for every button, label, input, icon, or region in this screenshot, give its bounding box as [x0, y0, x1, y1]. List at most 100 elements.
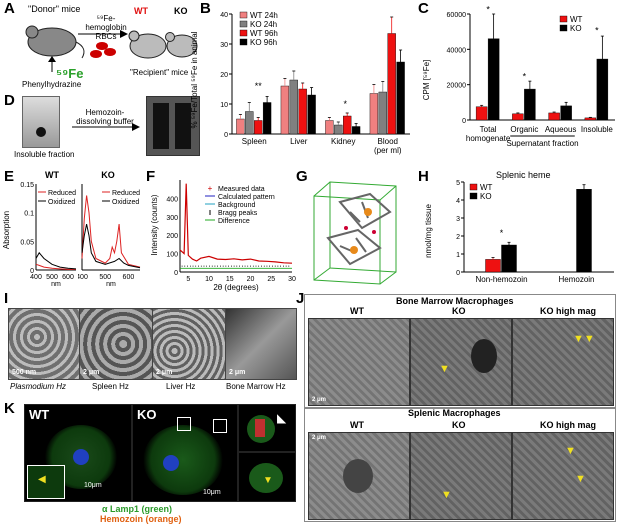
- panel-label-h: H: [418, 168, 429, 185]
- x-tick-label: 500: [46, 274, 58, 281]
- arrowhead-icon: ▼: [575, 473, 586, 485]
- legend-label: WT 24h: [250, 11, 278, 20]
- x-tick-label: 600: [62, 274, 74, 281]
- iron-atom-icon: [364, 208, 372, 216]
- panel-label-a: A: [4, 0, 15, 17]
- legend-swatch: [559, 15, 568, 23]
- k-wt-scale: 10μm: [84, 482, 102, 489]
- series-line: [81, 223, 141, 269]
- hemoglobin-label: ⁵⁹Fe-hemoglobin RBCs: [85, 14, 127, 41]
- e-xlabel: nm: [51, 281, 61, 288]
- e-ko-title: KO: [101, 170, 115, 180]
- arrowhead-icon: ◣: [277, 411, 287, 425]
- bar: [487, 38, 500, 121]
- bar: [576, 188, 592, 273]
- bar: [351, 126, 361, 135]
- sem-spleen-hz: 2 μm: [79, 308, 153, 380]
- significance-label: ****: [569, 178, 584, 182]
- panel-a-illustration: [25, 25, 198, 72]
- legend-swatch: [239, 29, 248, 37]
- k-wt-label: WT: [29, 407, 50, 422]
- chart-b: 0 10 20 30 40 Spleen Liver Kidney Blood (per ml) W…: [220, 11, 410, 155]
- legend-label: WT: [570, 15, 583, 24]
- x-tick-label: Spleen: [242, 137, 267, 146]
- recipient-label: "Recipient" mice: [130, 68, 189, 77]
- legend-label: Reduced: [48, 190, 76, 197]
- legend-label: Measured data: [218, 186, 265, 193]
- y-tick-label: 40: [220, 12, 228, 19]
- bar: [280, 85, 290, 135]
- y-tick-label: 5: [456, 180, 460, 187]
- x-tick-label: 30: [288, 276, 296, 283]
- em-bm-ko-high: ▼▼: [512, 318, 614, 406]
- bar: [396, 61, 405, 135]
- legend-swatch: [469, 192, 478, 200]
- h-title: Splenic heme: [496, 170, 551, 180]
- y-tick-label: 400: [166, 196, 178, 203]
- panel-label-g: G: [296, 168, 308, 185]
- i-label-liver: Liver Hz: [166, 382, 196, 391]
- x-tick-label: Hemozoin: [558, 275, 594, 284]
- x-tick-label: 15: [226, 276, 234, 283]
- bar: [245, 111, 254, 135]
- legend-swatch: [559, 24, 568, 32]
- significance-label: *: [343, 99, 347, 109]
- j-bm-title: Bone Marrow Macrophages: [396, 296, 514, 306]
- legend-label: Reduced: [112, 190, 140, 197]
- em-sp-wt: 2 μm: [308, 432, 410, 520]
- k-ko-inset-2: ▼: [238, 452, 296, 502]
- panel-label-d: D: [4, 92, 15, 109]
- significance-label: *: [523, 72, 527, 82]
- arrowhead-icon: [120, 30, 128, 38]
- arrow-icon: [132, 123, 140, 131]
- legend-label: KO 96h: [250, 38, 277, 47]
- y-tick-label: 60000: [447, 12, 467, 19]
- j-sp-col-wt: WT: [350, 420, 364, 430]
- y-tick-label: 0: [456, 270, 460, 277]
- y-tick-label: 1: [456, 252, 460, 259]
- chart-f: 0 100 200 300 400 5 10 15 20 25 30 + Measured dataCa…: [166, 180, 296, 292]
- legend-label: Oxidized: [48, 199, 75, 206]
- legend-label: WT: [480, 183, 493, 192]
- y-tick-label: 2: [456, 234, 460, 241]
- significance-label: **: [255, 81, 263, 91]
- series-line: [35, 263, 76, 270]
- wt-label: WT: [134, 6, 148, 16]
- tube-dissolved: [146, 96, 200, 156]
- chart-e-wt: 0 0.05 0.1 0.15 400 500 600 WT Reduced Oxidized nm: [20, 170, 76, 288]
- k-lamp-label: α Lamp1 (green): [102, 504, 173, 514]
- x-tick-label: 5: [186, 276, 190, 283]
- panel-label-e: E: [4, 168, 15, 185]
- bar: [560, 105, 572, 121]
- x-tick-label: 400: [30, 274, 42, 281]
- series-line: [179, 183, 293, 264]
- bar: [325, 120, 334, 135]
- h-ylabel: nmol/mg tissue: [424, 204, 433, 258]
- j-sp-title: Splenic Macrophages: [408, 408, 501, 418]
- legend-label: WT 96h: [250, 29, 278, 38]
- k-hz-label: Hemozoin (orange): [100, 514, 182, 524]
- panel-label-i: I: [4, 290, 9, 307]
- x-tick-label: Liver: [290, 137, 308, 146]
- legend-label: Difference: [218, 218, 250, 225]
- bar: [262, 102, 272, 135]
- significance-label: *: [595, 26, 599, 36]
- bar: [236, 118, 245, 135]
- bar: [343, 115, 352, 135]
- x-tick-label: Organic: [510, 125, 538, 134]
- y-tick-label: 0.1: [24, 211, 34, 218]
- sem-bone-marrow-hz: 2 μm: [225, 308, 297, 380]
- phenylhydrazine-label: Phenylhydrazine: [22, 80, 82, 89]
- j-sp-col-ko-high: KO high mag: [540, 420, 596, 430]
- bar: [307, 94, 316, 135]
- arrowhead-icon: ▼: [439, 363, 450, 375]
- confocal-ko: KO 10μm: [132, 404, 238, 502]
- arrowhead-icon: [48, 56, 56, 62]
- y-tick-label: 10: [220, 102, 228, 109]
- bar: [298, 88, 307, 135]
- j-bm-col-ko-high: KO high mag: [540, 306, 596, 316]
- em-bm-ko: ▼: [410, 318, 512, 406]
- x-tick-label: 500: [99, 274, 111, 281]
